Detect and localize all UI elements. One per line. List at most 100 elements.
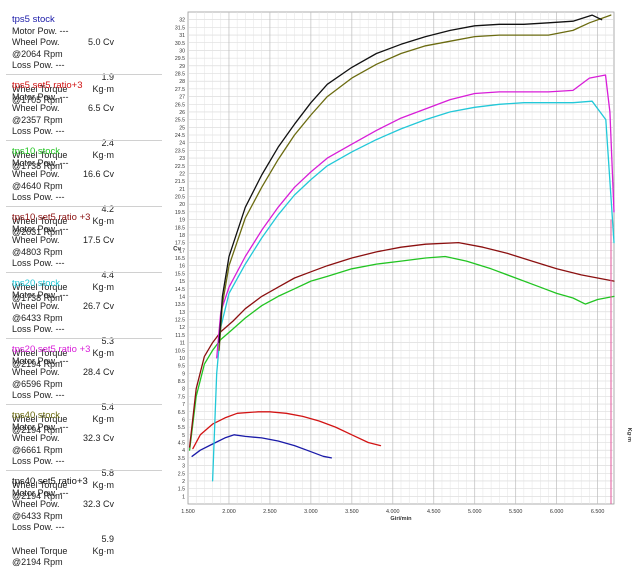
legend-series-title: tps40 set5 ratio+3: [12, 476, 88, 487]
y-tick-label: 5: [182, 433, 185, 439]
y-tick-label: 15.5: [175, 271, 185, 277]
y-tick-label: 11.5: [175, 333, 185, 339]
y-tick-label: 7: [182, 402, 185, 408]
legend-separator: [6, 74, 162, 75]
y-tick-label: 8: [182, 387, 185, 393]
y-tick-label: 28: [179, 79, 185, 85]
wheel-torque-text: 5.4 Kg·m: [92, 401, 114, 424]
wheel-power-text: Wheel Pow.: [12, 37, 60, 48]
wheel-power-text: @2064 Rpm: [12, 48, 63, 59]
loss-power-line: Loss Pow. ---: [12, 192, 65, 203]
wheel-power-text: 32.3 Cv: [82, 499, 114, 510]
y-tick-label: 3.5: [178, 456, 185, 462]
wheel-torque-line: Wheel Torque 2.4 Kg·m @1738 Rpm: [12, 138, 160, 173]
wheel-power-text: 32.3 Cv: [82, 433, 114, 444]
legend-separator: [6, 206, 162, 207]
loss-power-line: Loss Pow. ---: [12, 60, 65, 71]
y-tick-label: 23: [179, 156, 185, 162]
y-tick-label: 25: [179, 125, 185, 131]
wheel-power-text: Wheel Pow.: [12, 367, 60, 378]
x-tick-label: 1.500: [181, 509, 195, 515]
y-tick-label: 27.5: [175, 87, 185, 93]
x-tick-label: 5.000: [468, 509, 482, 515]
wheel-torque-text: @2031 Rpm: [12, 227, 63, 238]
wheel-power-text: @6433 Rpm: [12, 312, 63, 323]
wheel-power-text: Wheel Pow.: [12, 433, 60, 444]
legend-series-title: tps40 stock: [12, 410, 61, 421]
x-axis-label: Giri/min: [390, 516, 412, 522]
wheel-torque-text: 2.4 Kg·m: [92, 137, 114, 160]
loss-power-line: Loss Pow. ---: [12, 390, 65, 401]
wheel-torque-line: Wheel Torque 5.9 Kg·m @2194 Rpm: [12, 534, 160, 569]
wheel-torque-line: Wheel Torque 5.4 Kg·m @2194 Rpm: [12, 402, 160, 437]
wheel-torque-line: Wheel Torque 5.8 Kg·m @2194 Rpm: [12, 468, 160, 503]
y-tick-label: 29: [179, 64, 185, 70]
wheel-torque-line: Wheel Torque 4.4 Kg·m @1738 Rpm: [12, 270, 160, 305]
wheel-torque-text: Wheel Torque: [12, 83, 68, 94]
y-tick-label: 24: [179, 141, 185, 147]
series-line: [188, 255, 615, 451]
wheel-torque-line: Wheel Torque 4.2 Kg·m @2031 Rpm: [12, 204, 160, 239]
wheel-torque-text: Wheel Torque: [12, 281, 68, 292]
y-tick-label: 16: [179, 264, 185, 270]
motor-power-line: Motor Pow. ---: [12, 223, 69, 234]
series-line: [191, 434, 333, 459]
y-tick-label: 25.5: [175, 118, 185, 124]
y-tick-label: 12.5: [175, 318, 185, 324]
y-tick-label: 26.5: [175, 102, 185, 108]
wheel-torque-text: @2194 Rpm: [12, 425, 63, 436]
y-tick-label: 31: [179, 33, 185, 39]
y-tick-label: 6.5: [178, 410, 185, 416]
legend-entry: tps40 set5 ratio+3 Motor Pow. --- Wheel Po…: [12, 476, 160, 569]
y-tick-label: 27: [179, 95, 185, 101]
wheel-power-text: @4640 Rpm: [12, 180, 63, 191]
y-tick-label: 19: [179, 218, 185, 224]
wheel-torque-text: Wheel Torque: [12, 215, 68, 226]
wheel-power-text: 16.6 Cv: [82, 169, 114, 180]
legend-entry: tps20 set5 ratio +3 Motor Pow. --- Wheel P…: [12, 344, 160, 437]
y-tick-label: 12: [179, 325, 185, 331]
y-tick-label: 9: [182, 371, 185, 377]
y-tick-label: 6: [182, 417, 185, 423]
legend-panel: tps5 stock Motor Pow. --- Wheel Pow. 5.0 Cv…: [0, 0, 168, 567]
x-tick-label: 2.500: [263, 509, 277, 515]
wheel-power-text: Wheel Pow.: [12, 103, 60, 114]
x-tick-label: 3.000: [304, 509, 318, 515]
x-tick-label: 5.500: [509, 509, 523, 515]
wheel-torque-text: 5.3 Kg·m: [92, 335, 114, 358]
dyno-chart: 11.522.533.544.555.566.577.588.599.51010…: [173, 11, 632, 522]
y-tick-label: 5.5: [178, 425, 185, 431]
motor-power-line: Motor Pow. ---: [12, 355, 69, 366]
y-tick-label: 17.5: [175, 241, 185, 247]
y-tick-label: 1: [182, 494, 185, 500]
wheel-power-text: Wheel Pow.: [12, 235, 60, 246]
wheel-torque-text: 5.9 Kg·m: [92, 533, 114, 556]
wheel-torque-text: @1738 Rpm: [12, 161, 63, 172]
y-tick-label: 14.5: [175, 287, 185, 293]
legend-separator: [6, 140, 162, 141]
y-tick-label: 30.5: [175, 41, 185, 47]
y-tick-label: 20.5: [175, 195, 185, 201]
chart-axes: 11.522.533.544.555.566.577.588.599.51010…: [173, 18, 632, 522]
motor-power-line: Motor Pow. ---: [12, 421, 69, 432]
y-axis-label: Cv: [173, 246, 181, 252]
y-tick-label: 9.5: [178, 364, 185, 370]
legend-series-title: tps10 stock: [12, 146, 61, 157]
wheel-torque-text: Wheel Torque: [12, 413, 68, 424]
y-tick-label: 3: [182, 464, 185, 470]
wheel-power-line: Wheel Pow. 5.0 Cv @2064 Rpm: [12, 37, 160, 60]
y-tick-label: 1.5: [178, 487, 185, 493]
y-tick-label: 10.5: [175, 348, 185, 354]
x-tick-label: 2.000: [222, 509, 236, 515]
y-tick-label: 4.5: [178, 441, 185, 447]
wheel-torque-text: Wheel Torque: [12, 479, 68, 490]
series-line: [218, 14, 612, 351]
y-tick-label: 2: [182, 479, 185, 485]
y-tick-label: 17: [179, 248, 185, 254]
wheel-torque-text: Wheel Torque: [12, 149, 68, 160]
motor-power-line: Motor Pow. ---: [12, 487, 69, 498]
y-tick-label: 21: [179, 187, 185, 193]
y-tick-label: 29.5: [175, 56, 185, 62]
wheel-power-text: @6661 Rpm: [12, 444, 63, 455]
motor-power-line: Motor Pow. ---: [12, 91, 69, 102]
